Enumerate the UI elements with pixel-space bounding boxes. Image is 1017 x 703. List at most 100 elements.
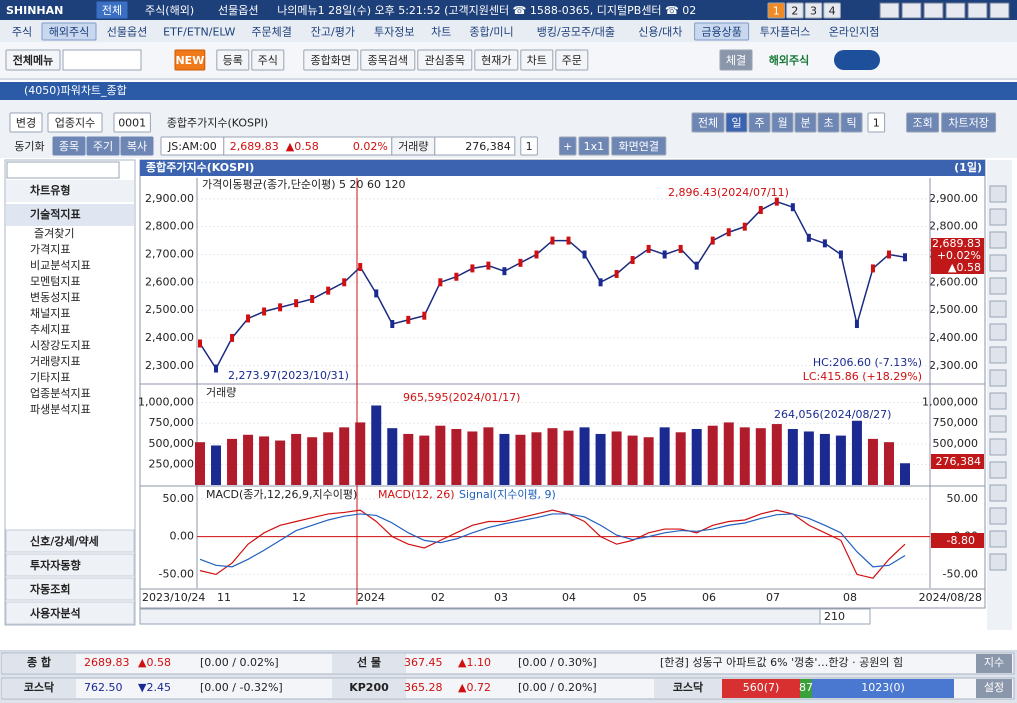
sync-button[interactable]: [120, 136, 154, 156]
tool-icon[interactable]: [989, 346, 1007, 364]
tree-item[interactable]: 추세지표: [30, 323, 70, 336]
window-button[interactable]: [967, 2, 988, 19]
tool-icon[interactable]: [989, 507, 1007, 525]
tool-icon[interactable]: [989, 300, 1007, 318]
news-ticker[interactable]: [한경] 성동구 아파트값 6% '껑충'…한강 · 공원의 힘: [660, 656, 903, 669]
tool-icon[interactable]: [989, 438, 1007, 456]
toolbar-button[interactable]: [520, 49, 554, 71]
tree-item[interactable]: 가격지표: [30, 243, 70, 256]
screen-button[interactable]: [611, 136, 667, 156]
period-button[interactable]: [771, 112, 794, 133]
tree-item[interactable]: 모멘텀지표: [30, 275, 81, 288]
page-button[interactable]: [767, 2, 786, 19]
window-button[interactable]: [923, 2, 944, 19]
period-button[interactable]: [817, 112, 840, 133]
toolbar-button[interactable]: [360, 49, 416, 71]
toolbar-button[interactable]: [216, 49, 250, 71]
menu-item[interactable]: [5, 22, 39, 41]
toolbar-button[interactable]: [719, 49, 753, 71]
tree-item[interactable]: 거래량지표: [30, 355, 81, 368]
toolbar-button[interactable]: [555, 49, 589, 71]
tree-item[interactable]: 업종분석지표: [30, 387, 91, 400]
tool-icon[interactable]: [989, 185, 1007, 203]
page-button[interactable]: [804, 2, 823, 19]
period-button[interactable]: [748, 112, 771, 133]
sync-button[interactable]: [7, 136, 52, 156]
sync-button[interactable]: [52, 136, 86, 156]
tool-icon[interactable]: [989, 484, 1007, 502]
page-button[interactable]: [823, 2, 841, 19]
menu-item[interactable]: [424, 22, 458, 41]
window-button[interactable]: [901, 2, 922, 19]
menu-item[interactable]: [302, 22, 364, 41]
count-select[interactable]: [520, 136, 538, 156]
window-button[interactable]: [945, 2, 966, 19]
period-button[interactable]: [794, 112, 817, 133]
screen-button[interactable]: [578, 136, 610, 156]
chart-control[interactable]: [9, 112, 43, 133]
tree-item[interactable]: 기타지표: [30, 371, 70, 384]
tool-icon[interactable]: [989, 323, 1007, 341]
sync-button[interactable]: [86, 136, 120, 156]
menu-item[interactable]: [694, 22, 750, 41]
side-section[interactable]: [5, 529, 135, 553]
window-button[interactable]: [989, 2, 1010, 19]
menu-item[interactable]: [752, 22, 819, 41]
tree-item[interactable]: 시장강도지표: [30, 339, 91, 352]
side-section[interactable]: [5, 577, 135, 601]
tool-icon[interactable]: [989, 231, 1007, 249]
page-button[interactable]: [786, 2, 804, 19]
tool-icon[interactable]: [989, 392, 1007, 410]
top-tab[interactable]: [210, 0, 266, 20]
top-tab[interactable]: [135, 0, 204, 20]
tv-icon[interactable]: [834, 50, 880, 70]
menu-item[interactable]: [41, 22, 97, 41]
screen-button[interactable]: [558, 136, 577, 156]
tool-icon[interactable]: [989, 530, 1007, 548]
period-button[interactable]: [840, 112, 863, 133]
period-button[interactable]: [691, 112, 725, 133]
tool-icon[interactable]: [989, 369, 1007, 387]
tree-item[interactable]: 변동성지표: [30, 291, 81, 304]
tree-item[interactable]: 비교분석지표: [30, 259, 91, 272]
chart-control[interactable]: [113, 112, 151, 133]
index-button[interactable]: [976, 654, 1012, 673]
menu-item[interactable]: [99, 22, 155, 41]
top-tab[interactable]: [95, 0, 129, 20]
menu-item[interactable]: [629, 22, 692, 41]
new-button[interactable]: [174, 49, 206, 71]
period-button[interactable]: [725, 112, 748, 133]
side-section[interactable]: [6, 204, 134, 226]
side-section[interactable]: [5, 553, 135, 577]
chart-control[interactable]: [47, 112, 103, 133]
menu-item[interactable]: [244, 22, 300, 41]
toolbar-button[interactable]: [474, 49, 519, 71]
toolbar-button[interactable]: [251, 49, 285, 71]
chart-button[interactable]: [906, 112, 940, 133]
menu-item[interactable]: [366, 22, 422, 41]
side-section[interactable]: [5, 601, 135, 625]
menu-item[interactable]: [460, 22, 523, 41]
tool-icon[interactable]: [989, 277, 1007, 295]
side-section[interactable]: [6, 180, 134, 202]
tool-icon[interactable]: [989, 553, 1007, 571]
tool-icon[interactable]: [989, 254, 1007, 272]
overseas-button[interactable]: [761, 49, 817, 71]
tool-icon[interactable]: [989, 461, 1007, 479]
menu-item[interactable]: [821, 22, 888, 41]
tool-icon[interactable]: [989, 208, 1007, 226]
toolbar-button[interactable]: [417, 49, 473, 71]
menu-item[interactable]: [157, 22, 242, 41]
scrollbar[interactable]: [139, 608, 821, 625]
tree-item[interactable]: 채널지표: [30, 307, 70, 320]
menu-item[interactable]: [525, 22, 627, 41]
toolbar-button[interactable]: [303, 49, 359, 71]
tool-icon[interactable]: [989, 415, 1007, 433]
chart-button[interactable]: [941, 112, 997, 133]
count-select[interactable]: [867, 112, 886, 133]
all-menu-button[interactable]: [5, 49, 61, 71]
chart-control[interactable]: [155, 112, 280, 133]
window-button[interactable]: [879, 2, 900, 19]
tree-item[interactable]: 즐겨찾기: [34, 227, 74, 240]
tree-item[interactable]: 파생분석지표: [30, 403, 91, 416]
